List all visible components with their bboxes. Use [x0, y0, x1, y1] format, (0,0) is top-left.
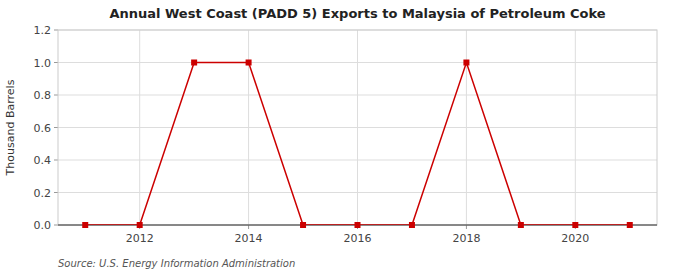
y-tick-label: 1.0 — [34, 57, 52, 70]
y-tick-label: 0.4 — [34, 154, 52, 167]
x-grid-line — [248, 30, 249, 225]
x-tick-label: 2020 — [561, 232, 589, 245]
data-point — [82, 222, 88, 228]
data-point — [627, 222, 633, 228]
plot-frame — [58, 30, 657, 225]
axes: 0.0 0.2 0.4 0.6 0.8 1.0 1.2 2012 2014 2016 2018 202… — [34, 24, 658, 245]
x-tick-label: 2012 — [126, 232, 154, 245]
y-tick — [54, 62, 58, 63]
y-tick-label: 1.2 — [34, 24, 52, 37]
x-grid-line — [466, 30, 467, 225]
chart-container: 0.0 0.2 0.4 0.6 0.8 1.0 1.2 2012 2014 2016 2018 202… — [0, 0, 675, 275]
x-tick — [248, 225, 249, 229]
data-point — [463, 60, 469, 66]
y-axis-label: Thousand Barrels — [4, 79, 17, 176]
line-series — [85, 63, 630, 226]
y-tick — [54, 160, 58, 161]
chart-title: Annual West Coast (PADD 5) Exports to Ma… — [109, 6, 605, 21]
data-point — [409, 222, 415, 228]
x-tick — [466, 225, 467, 229]
y-tick-label: 0.0 — [34, 219, 52, 232]
y-tick-label: 0.2 — [34, 187, 52, 200]
grid — [58, 30, 657, 225]
y-tick — [54, 95, 58, 96]
data-line — [85, 63, 630, 226]
data-point — [137, 222, 143, 228]
data-point — [246, 60, 252, 66]
x-tick-label: 2014 — [235, 232, 263, 245]
data-point — [300, 222, 306, 228]
data-point — [355, 222, 361, 228]
x-grid-line — [139, 30, 140, 225]
y-tick-label: 0.6 — [34, 122, 52, 135]
y-tick — [54, 127, 58, 128]
data-point — [191, 60, 197, 66]
x-grid-line — [357, 30, 358, 225]
x-grid-line — [575, 30, 576, 225]
y-tick-label: 0.8 — [34, 89, 52, 102]
y-tick — [54, 30, 58, 31]
markers — [82, 60, 633, 229]
x-tick-label: 2016 — [344, 232, 372, 245]
chart-svg: 0.0 0.2 0.4 0.6 0.8 1.0 1.2 2012 2014 2016 2018 202… — [0, 0, 675, 275]
data-point — [518, 222, 524, 228]
x-tick-label: 2018 — [452, 232, 480, 245]
y-tick — [54, 192, 58, 193]
source-note: Source: U.S. Energy Information Administ… — [58, 258, 295, 269]
y-tick — [54, 225, 58, 226]
data-point — [572, 222, 578, 228]
